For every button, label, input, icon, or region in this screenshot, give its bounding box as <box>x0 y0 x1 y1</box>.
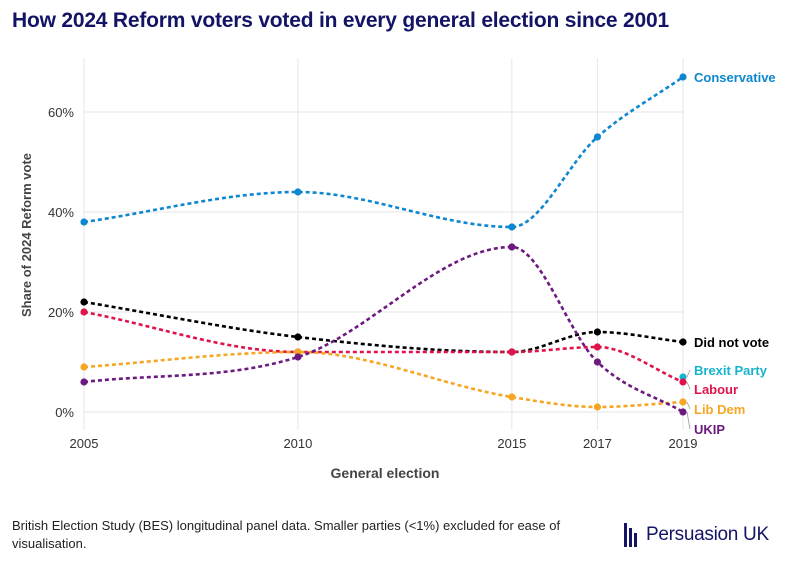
y-tick-label: 20% <box>48 305 74 320</box>
x-tick-label: 2017 <box>583 436 612 451</box>
series-line-conservative <box>83 75 684 229</box>
x-tick-label: 2005 <box>70 436 99 451</box>
data-point-conservative <box>593 133 602 141</box>
series-line-did-not-vote <box>83 300 684 354</box>
label-leader-line <box>686 411 691 430</box>
data-point-lib-dem <box>508 393 516 401</box>
data-point-ukip <box>294 353 302 361</box>
data-point-lib-dem <box>294 348 302 356</box>
y-tick-label: 0% <box>55 405 74 420</box>
data-point-did-not-vote <box>80 298 88 306</box>
line-chart: 0% 20% 40% 60% 2005 2010 2015 2017 2019 Conserv… <box>19 58 776 481</box>
x-axis-label: General election <box>331 465 440 481</box>
series-label-lib-dem: Lib Dem <box>694 402 745 417</box>
y-tick-label: 60% <box>48 105 74 120</box>
x-tick-label: 2010 <box>283 436 312 451</box>
persuasion-logo-icon <box>624 523 639 547</box>
label-leader-line <box>686 401 691 410</box>
chart-title: How 2024 Reform voters voted in every ge… <box>12 9 669 32</box>
series-label-brexit-party: Brexit Party <box>694 363 768 378</box>
data-point-brexit-party <box>679 373 687 381</box>
series-line-lib-dem <box>83 350 684 409</box>
y-tick-label: 40% <box>48 205 74 220</box>
label-leader-line <box>686 369 691 378</box>
data-point-conservative <box>80 218 88 226</box>
x-tick-label: 2015 <box>497 436 526 451</box>
series-lines <box>80 73 687 416</box>
data-point-ukip <box>593 358 602 366</box>
data-point-lib-dem <box>593 403 602 411</box>
brand-name: Persuasion UK <box>646 524 769 545</box>
label-leader-line <box>686 381 691 390</box>
series-label-did-not-vote: Did not vote <box>694 335 769 350</box>
series-label-labour: Labour <box>694 382 738 397</box>
data-point-ukip <box>508 243 516 251</box>
brand-logo: Persuasion UK <box>624 521 769 549</box>
series-labels: Conservative Did not vote Brexit Party Labo… <box>686 70 776 437</box>
data-point-labour <box>679 378 687 386</box>
x-tick-label: 2019 <box>669 436 698 451</box>
series-label-ukip: UKIP <box>694 422 725 437</box>
data-point-did-not-vote <box>679 338 687 346</box>
data-point-conservative <box>294 188 302 196</box>
data-point-did-not-vote <box>294 333 302 341</box>
series-label-conservative: Conservative <box>694 70 776 85</box>
data-point-conservative <box>679 73 687 81</box>
y-axis-label: Share of 2024 Reform vote <box>19 153 34 317</box>
data-point-did-not-vote <box>593 328 602 336</box>
data-point-labour <box>508 348 516 356</box>
data-point-lib-dem <box>80 363 88 371</box>
series-line-ukip <box>83 245 684 414</box>
grid-lines <box>83 58 684 430</box>
data-point-lib-dem <box>679 398 687 406</box>
x-axis-ticks: 2005 2010 2015 2017 2019 <box>70 436 698 451</box>
source-note: British Election Study (BES) longitudina… <box>12 518 561 551</box>
series-line-labour <box>83 310 684 384</box>
data-point-ukip <box>80 378 88 386</box>
data-point-labour <box>80 308 88 316</box>
data-point-labour <box>593 343 602 351</box>
data-point-conservative <box>508 223 516 231</box>
y-axis-ticks: 0% 20% 40% 60% <box>48 105 74 420</box>
data-point-ukip <box>679 408 687 416</box>
